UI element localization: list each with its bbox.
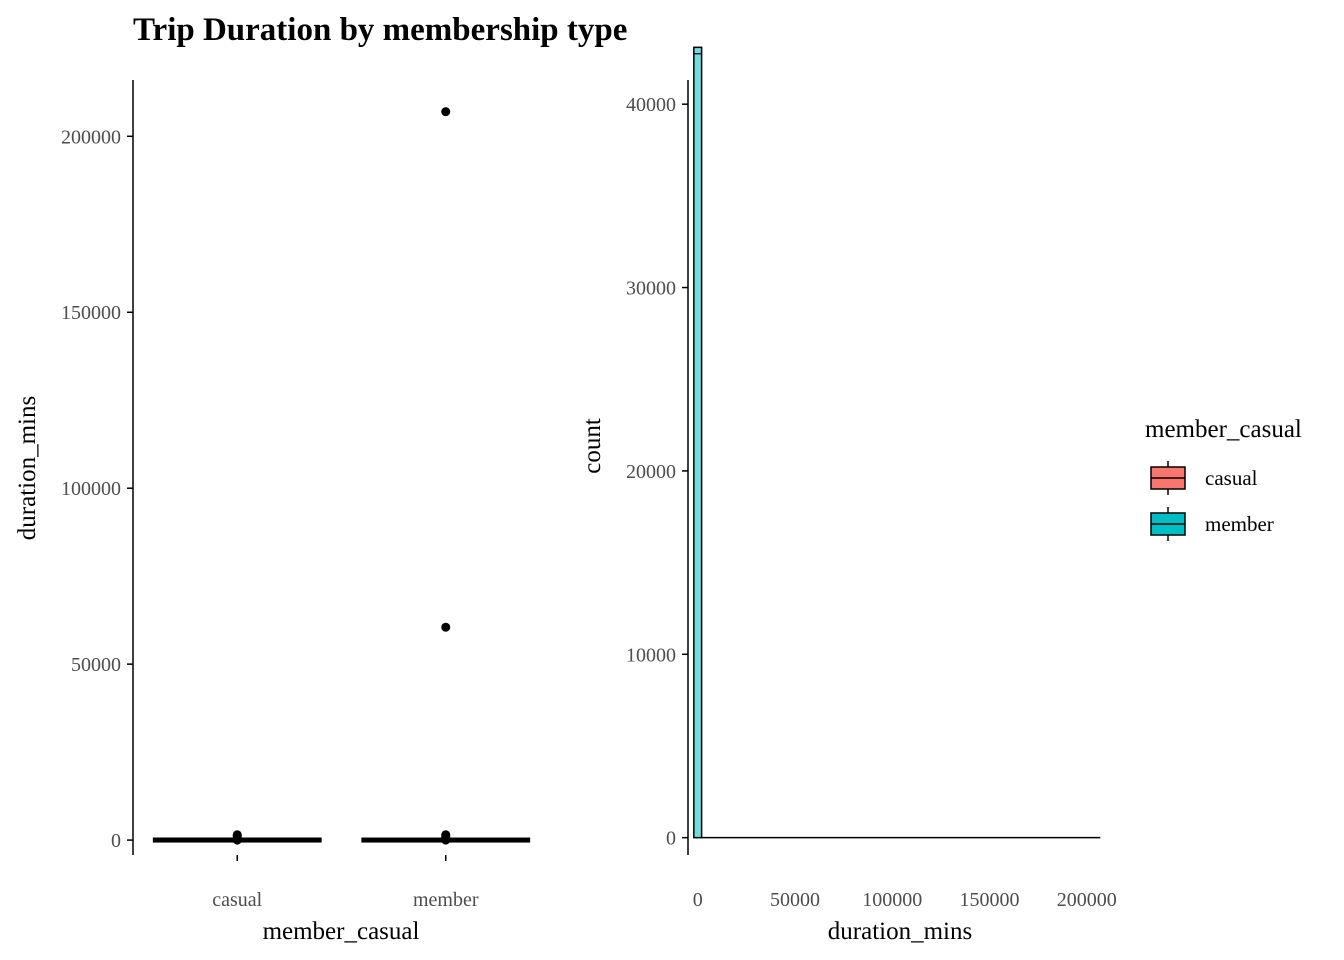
outlier-point-casual (232, 830, 242, 840)
histogram-x-tick-label: 0 (693, 889, 703, 911)
boxplot-y-tick-label: 50000 (71, 654, 121, 676)
histogram-y-tick-label: 0 (666, 828, 676, 850)
outlier-point-member (441, 622, 451, 632)
boxplot-x-ticks: casual member (212, 855, 479, 911)
outlier-point-member (441, 107, 451, 117)
histogram-y-tick-label: 30000 (626, 278, 676, 300)
boxplot-boxes (152, 107, 531, 845)
histogram-bar-member (693, 46, 703, 839)
boxplot-x-tick-label: member (413, 889, 479, 911)
legend-label-member: member (1205, 512, 1274, 536)
boxplot-x-tick-label: casual (212, 889, 262, 911)
histogram-x-axis-label: duration_mins (828, 918, 972, 945)
histogram-x-tick-label: 100000 (862, 889, 922, 911)
chart-title: Trip Duration by membership type (133, 12, 627, 48)
histogram-bars (693, 46, 1101, 839)
histogram-y-ticks: 0 10000 20000 30000 40000 (626, 94, 688, 850)
boxplot-y-tick-label: 100000 (61, 478, 121, 500)
boxplot-x-axis-label: member_casual (263, 918, 420, 945)
boxplot-panel: 0 50000 100000 150000 200000 casual member me… (14, 80, 531, 945)
histogram-x-tick-label: 200000 (1057, 889, 1117, 911)
legend-items: casual member (1150, 461, 1274, 541)
boxplot-y-tick-label: 150000 (61, 302, 121, 324)
histogram-panel: 0 10000 20000 30000 40000 0 50000 100000 150000… (579, 46, 1117, 945)
histogram-y-tick-label: 20000 (626, 461, 676, 483)
outlier-point-member (441, 830, 451, 840)
boxplot-y-ticks: 0 50000 100000 150000 200000 (61, 126, 133, 852)
legend-title: member_casual (1145, 416, 1302, 443)
boxplot-y-axis-label: duration_mins (14, 396, 41, 540)
boxplot-y-tick-label: 0 (111, 830, 121, 852)
histogram-y-tick-label: 10000 (626, 644, 676, 666)
legend: member_casual casual member (1145, 416, 1302, 541)
boxplot-y-tick-label: 200000 (61, 126, 121, 148)
histogram-x-tick-label: 50000 (770, 889, 820, 911)
histogram-y-axis-label: count (579, 418, 606, 474)
legend-label-casual: casual (1205, 466, 1258, 490)
histogram-y-tick-label: 40000 (626, 94, 676, 116)
histogram-x-tick-label: 150000 (959, 889, 1019, 911)
histogram-x-ticks: 0 50000 100000 150000 200000 (693, 889, 1117, 911)
